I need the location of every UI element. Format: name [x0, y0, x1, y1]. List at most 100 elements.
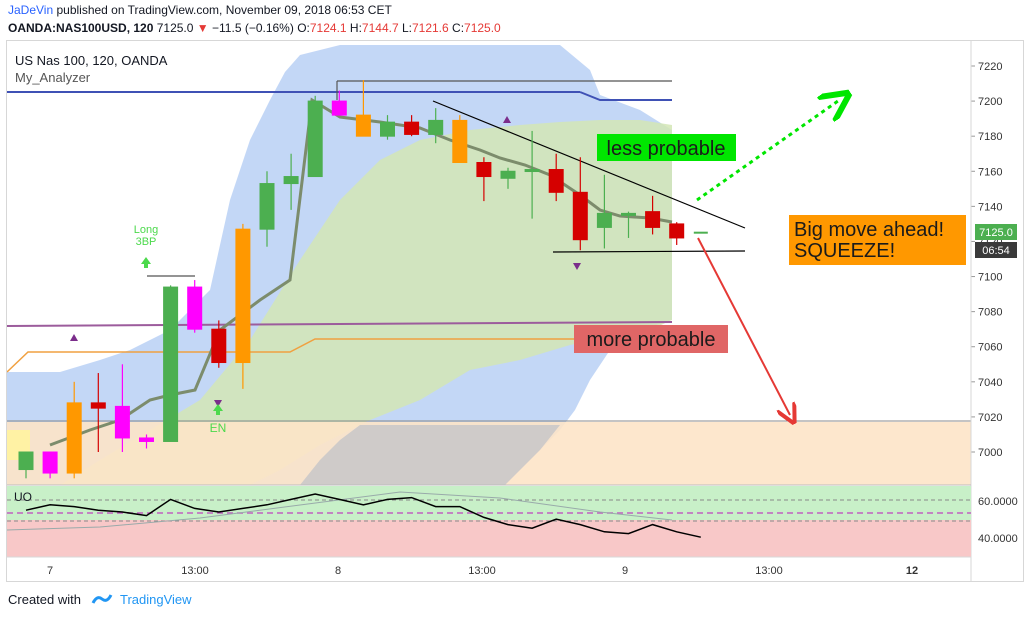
candle: [621, 211, 636, 238]
candle-body: [572, 191, 588, 241]
green-cloud: [7, 120, 672, 485]
trend-upper: [432, 100, 746, 229]
candle: [66, 381, 82, 479]
candle: [307, 95, 323, 178]
candle: [428, 108, 444, 144]
countdown-badge: 06:54: [982, 245, 1010, 257]
candle-body: [211, 328, 227, 364]
last-price: 7125.0: [156, 21, 194, 35]
price-tick-label: 7200: [978, 96, 1002, 108]
osc-line: [25, 493, 701, 538]
bearish-projection-arrow: [697, 237, 790, 415]
candle-body: [259, 183, 275, 230]
candle-body: [524, 169, 540, 173]
open-label: O:: [297, 21, 310, 35]
osc-label: UO: [14, 490, 32, 504]
candle-body: [669, 223, 685, 239]
price-tick-label: 7180: [978, 131, 1002, 143]
candle-body: [283, 176, 299, 185]
osc-upper-band: [7, 486, 971, 520]
price-tick-label: 7060: [978, 342, 1002, 354]
candle: [500, 167, 516, 189]
osc-lower-band: [7, 520, 971, 557]
candle-body: [476, 162, 492, 178]
orange-line: [7, 338, 672, 373]
low-value: 7121.6: [411, 21, 449, 35]
footer: Created with TradingView: [8, 592, 192, 608]
annotation-more-probable: more probable: [574, 325, 728, 353]
squeeze-text: SQUEEZE!: [794, 240, 895, 262]
candle: [548, 153, 564, 202]
high-label: H:: [349, 21, 362, 35]
triangle-up-marker: [503, 116, 511, 123]
candle: [42, 451, 58, 479]
last-price-badge-value: 7125.0: [979, 227, 1013, 239]
triangle-down-marker: [573, 263, 581, 270]
created-with-label: Created with: [8, 592, 81, 607]
candle: [355, 80, 371, 137]
candle: [645, 195, 661, 235]
big-move-text: Big move ahead!: [794, 219, 944, 241]
long-label: Long: [134, 224, 158, 236]
candle: [211, 320, 227, 368]
candle-body: [90, 402, 106, 409]
candle-body: [235, 228, 251, 364]
author-link[interactable]: JaDeVin: [8, 3, 54, 17]
price-tick-label: 7140: [978, 201, 1002, 213]
time-tick-label: 13:00: [181, 565, 209, 577]
chart-title: US Nas 100, 120, OANDA: [15, 53, 168, 68]
ohlc-line: OANDA:NAS100USD, 120 7125.0 ▼ −11.5 (−0.…: [8, 21, 501, 35]
price-axis[interactable]: 7000702070407060708071007120714071607180…: [971, 61, 1002, 459]
time-tick-label: 12: [906, 565, 918, 577]
time-axis[interactable]: 7 13:00 8 13:00 9 13:00 12: [47, 565, 918, 577]
price-tick-label: 7020: [978, 412, 1002, 424]
publish-line: JaDeVin published on TradingView.com, No…: [8, 3, 392, 17]
annotation-big-move: Big move ahead! SQUEEZE!: [789, 215, 966, 265]
candle: [572, 157, 588, 251]
indicator-name: My_Analyzer: [15, 70, 91, 85]
high-value: 7144.7: [361, 21, 399, 35]
time-tick-label: 7: [47, 565, 53, 577]
long-3bp-label: 3BP: [136, 236, 157, 248]
candle-body: [428, 119, 444, 135]
osc-tick-60: 60.0000: [978, 496, 1018, 508]
chart-frame[interactable]: [6, 40, 1024, 582]
candle: [524, 130, 540, 219]
price-tick-label: 7160: [978, 166, 1002, 178]
candle-body: [380, 121, 395, 137]
symbol-label: OANDA:NAS100USD, 120: [8, 21, 154, 35]
price-tick-label: 7000: [978, 447, 1002, 459]
candle-body: [621, 212, 636, 216]
price-tick-label: 7100: [978, 272, 1002, 284]
down-arrow-icon: ▼: [196, 21, 209, 35]
candle-body: [163, 286, 179, 442]
oscillator-panel: [7, 486, 971, 557]
candle-body: [452, 119, 468, 163]
signal-markers: Long 3BP EN: [70, 116, 581, 435]
tradingview-brand-link[interactable]: TradingView: [120, 592, 192, 607]
time-tick-label: 8: [335, 565, 341, 577]
candles-group: [18, 80, 708, 479]
osc-tick-40: 40.0000: [978, 533, 1018, 545]
more-probable-text: more probable: [587, 329, 716, 351]
candle: [596, 174, 612, 249]
close-value: 7125.0: [464, 21, 501, 35]
candle: [235, 223, 251, 389]
low-label: L:: [401, 21, 412, 35]
triangle-down-marker: [214, 400, 222, 407]
candle-body: [42, 451, 58, 474]
trend-lower: [552, 250, 746, 253]
candle-body: [307, 100, 323, 178]
candle: [283, 153, 299, 210]
less-probable-text: less probable: [607, 138, 726, 160]
candle: [18, 451, 34, 479]
open-value: 7124.1: [309, 21, 347, 35]
osc-signal-line: [7, 491, 673, 531]
candle-body: [18, 451, 34, 471]
candle-body: [404, 121, 420, 135]
resistance-line-2: [579, 91, 672, 101]
candle-body: [187, 286, 203, 330]
en-label: EN: [210, 421, 227, 435]
candle-body: [548, 169, 564, 193]
